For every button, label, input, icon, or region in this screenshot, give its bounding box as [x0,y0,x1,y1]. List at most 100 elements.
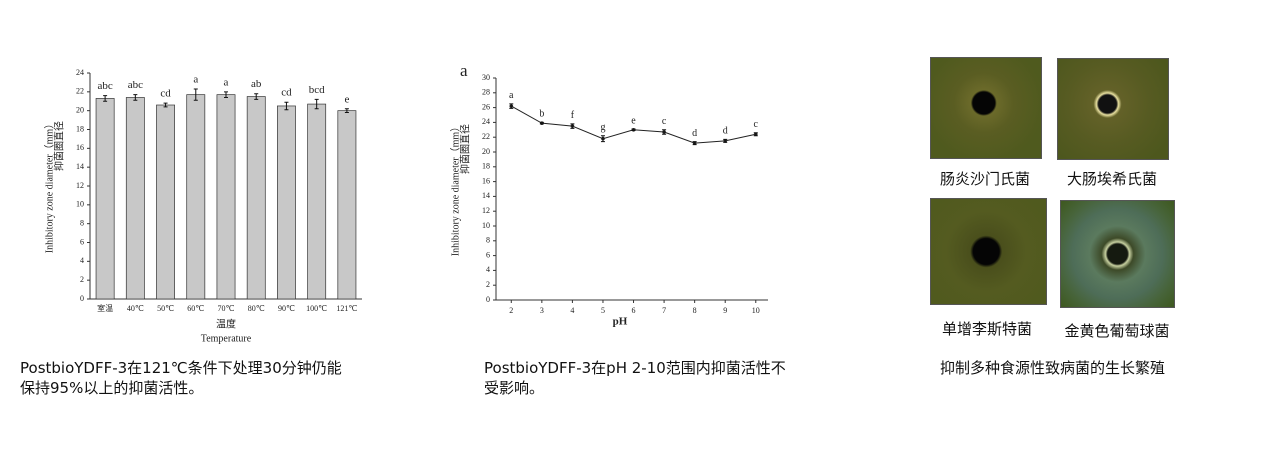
bar [186,94,206,300]
annotation: ab [251,78,262,90]
x-tick-label: 7 [662,306,666,315]
x-tick-label: 室温 [97,303,113,313]
x-tick-label: 6 [632,306,636,315]
annotation: a [509,90,514,101]
annotation: d [723,126,728,137]
bar [156,104,175,300]
error-bar [723,138,728,143]
annotation: c [662,116,667,127]
error-bar [133,94,138,101]
bar [337,110,357,300]
y-tick-label: 18 [76,124,84,133]
bar [307,103,327,300]
y-tick-label: 22 [76,87,84,96]
y-tick-label: 22 [482,132,490,141]
bar [95,98,115,300]
y-tick-label: 0 [80,294,84,303]
y-tick-label: 8 [80,218,84,227]
error-bar [570,123,575,129]
error-bar [692,141,697,146]
y-axis-label: 抑菌圈直径 [458,124,471,174]
x-tick-label: 60℃ [187,304,204,313]
bar [125,97,145,300]
y-tick-label: 14 [76,162,84,171]
y-tick-label: 6 [486,250,490,259]
annotation: a [224,76,229,88]
y-axis-label: Inhibitory zone diameter（mm） [43,119,55,253]
panel-label: a [460,61,468,80]
annotation: g [600,122,605,133]
y-tick-label: 24 [482,117,490,126]
annotation: b [539,109,544,120]
error-bar [193,88,198,101]
photo-label: 大肠埃希氏菌 [1066,170,1157,188]
x-tick-label: 2 [509,306,513,315]
y-tick-label: 4 [486,265,490,274]
x-tick-label: 5 [601,306,605,315]
annotation: bcd [309,84,325,96]
error-bar [600,135,605,143]
y-tick-label: 12 [76,181,84,190]
y-tick-label: 20 [76,105,84,114]
error-bar [631,128,636,132]
x-tick-label: 40℃ [127,304,144,313]
y-tick-label: 16 [482,176,490,185]
annotation: d [692,128,697,139]
bar [277,105,296,300]
x-tick-label: 80℃ [248,304,265,313]
error-bar [753,132,758,137]
error-bar [254,93,259,100]
error-bar [314,98,319,110]
x-tick-label: 50℃ [157,304,174,313]
y-tick-label: 10 [482,221,490,230]
error-bar [509,103,514,109]
x-axis-label: 温度 [216,317,236,330]
caption: PostbioYDFF-3在pH 2-10范围内抑菌活性不受影响。 [484,359,786,397]
y-tick-label: 12 [482,206,490,215]
x-tick-label: 90℃ [278,304,295,313]
x-tick-label: 100℃ [306,304,327,313]
annotation: abc [128,79,143,91]
photo [1057,58,1169,160]
caption: PostbioYDFF-3在121℃条件下处理30分钟仍能保持95%以上的抑菌活… [20,359,342,397]
y-tick-label: 28 [482,88,490,97]
error-bar [103,95,108,102]
annotation: cd [160,88,171,100]
y-tick-label: 10 [76,200,84,209]
x-axis-label: Temperature [201,333,252,344]
photo-label: 肠炎沙门氏菌 [939,170,1030,188]
x-tick-label: 9 [723,306,727,315]
bar [246,96,266,300]
caption: 抑制多种食源性致病菌的生长繁殖 [940,359,1166,377]
x-tick-label: 70℃ [218,304,235,313]
x-tick-label: 10 [752,306,760,315]
y-tick-label: 2 [80,275,84,284]
y-tick-label: 4 [80,256,84,265]
y-tick-label: 14 [482,191,490,200]
y-axis-label: Inhibitory zone diameter（mm） [449,122,461,256]
x-tick-label: 121℃ [336,304,357,313]
photo-label: 单增李斯特菌 [941,320,1032,338]
y-tick-label: 24 [76,68,84,77]
photo [1060,200,1175,308]
error-bar [163,102,168,108]
photo-label: 金黄色葡萄球菌 [1064,322,1170,340]
y-axis-label: 抑菌圈直径 [52,121,65,171]
x-tick-label: 8 [693,306,697,315]
annotation: a [193,74,198,86]
annotation: abc [97,80,112,92]
annotation: e [631,115,636,126]
y-tick-label: 20 [482,147,490,156]
y-tick-label: 6 [80,237,84,246]
x-tick-label: 4 [570,306,574,315]
error-bar [344,108,349,114]
y-tick-label: 8 [486,236,490,245]
annotation: c [754,119,759,130]
y-tick-label: 0 [486,295,490,304]
error-bar [539,121,544,125]
y-tick-label: 16 [76,143,84,152]
annotation: e [344,93,349,105]
y-tick-label: 26 [482,102,490,111]
